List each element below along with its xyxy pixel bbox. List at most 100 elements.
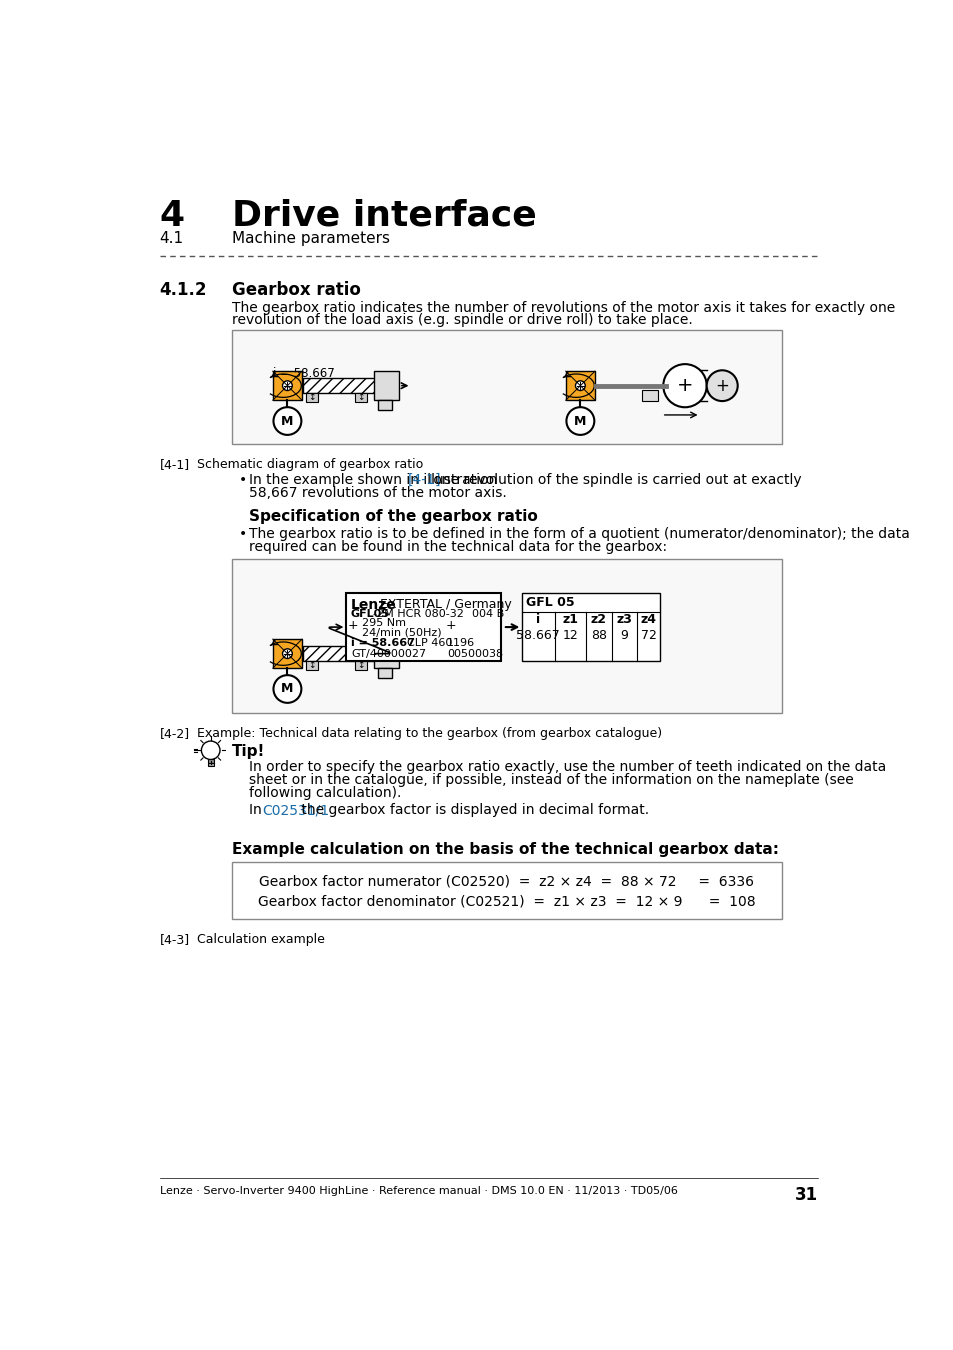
Text: 31: 31	[795, 1187, 818, 1204]
Text: +: +	[715, 377, 728, 394]
Circle shape	[575, 381, 584, 390]
Text: GFL05: GFL05	[351, 609, 390, 618]
Bar	[306, 393, 318, 402]
Text: CLP 460: CLP 460	[406, 637, 452, 648]
Bar	[346, 593, 500, 662]
Bar	[303, 378, 376, 393]
Text: 4: 4	[159, 198, 185, 234]
Circle shape	[282, 381, 292, 390]
Circle shape	[282, 649, 292, 659]
Text: 58,667 revolutions of the motor axis.: 58,667 revolutions of the motor axis.	[249, 486, 507, 500]
Bar	[355, 393, 367, 402]
Text: Machine parameters: Machine parameters	[232, 231, 389, 246]
Text: 00500038: 00500038	[447, 648, 502, 659]
Text: 58.667: 58.667	[516, 629, 559, 641]
Text: 4.1.2: 4.1.2	[159, 281, 207, 300]
Text: 9: 9	[620, 629, 628, 641]
Text: i: i	[536, 613, 539, 626]
Text: 4.1: 4.1	[159, 231, 184, 246]
Text: Calculation example: Calculation example	[196, 933, 324, 946]
Text: •: •	[239, 472, 248, 487]
Text: M: M	[281, 414, 294, 428]
Text: [4-1]: [4-1]	[159, 458, 190, 471]
Text: i = 58.667: i = 58.667	[274, 367, 335, 379]
Text: required can be found in the technical data for the gearbox:: required can be found in the technical d…	[249, 540, 667, 553]
Text: 24/min (50Hz): 24/min (50Hz)	[361, 628, 441, 637]
Text: 88: 88	[590, 629, 606, 641]
Bar	[232, 559, 781, 713]
Text: -2M HCR 080-32: -2M HCR 080-32	[373, 609, 463, 618]
Circle shape	[274, 675, 301, 703]
Bar	[273, 371, 302, 400]
Text: M: M	[574, 414, 586, 428]
Text: Tip!: Tip!	[232, 744, 265, 759]
Text: In order to specify the gearbox ratio exactly, use the number of teeth indicated: In order to specify the gearbox ratio ex…	[249, 760, 885, 774]
Bar	[565, 371, 595, 400]
Text: Drive interface: Drive interface	[232, 198, 536, 234]
Text: [4-2]: [4-2]	[159, 728, 190, 740]
Text: ↕: ↕	[357, 662, 364, 670]
Text: +: +	[347, 618, 357, 632]
Text: Example: Technical data relating to the gearbox (from gearbox catalogue): Example: Technical data relating to the …	[196, 728, 661, 740]
Text: Example calculation on the basis of the technical gearbox data:: Example calculation on the basis of the …	[232, 842, 778, 857]
Text: [4-3]: [4-3]	[159, 933, 190, 946]
Text: GFL 05: GFL 05	[525, 597, 574, 609]
Text: Lenze · Servo-Inverter 9400 HighLine · Reference manual · DMS 10.0 EN · 11/2013 : Lenze · Servo-Inverter 9400 HighLine · R…	[159, 1187, 677, 1196]
Bar	[208, 759, 213, 763]
Text: i = 58.667: i = 58.667	[351, 637, 415, 648]
Text: EXTERTAL / Germany: EXTERTAL / Germany	[380, 598, 512, 610]
Text: Lenze: Lenze	[351, 598, 396, 612]
Bar	[377, 401, 392, 410]
Text: 004 B: 004 B	[472, 609, 503, 618]
Bar	[521, 593, 659, 662]
Bar	[374, 371, 398, 401]
Text: z3: z3	[616, 613, 632, 626]
Text: Gearbox ratio: Gearbox ratio	[232, 281, 360, 300]
Text: •: •	[239, 526, 248, 541]
Bar	[232, 329, 781, 444]
Text: 295 Nm: 295 Nm	[361, 618, 405, 628]
Text: z2: z2	[590, 613, 606, 626]
Text: +: +	[676, 377, 693, 396]
Circle shape	[201, 741, 220, 760]
Bar	[303, 645, 376, 662]
Text: In: In	[249, 803, 266, 817]
Text: ↕: ↕	[308, 393, 315, 402]
Text: sheet or in the catalogue, if possible, instead of the information on the namepl: sheet or in the catalogue, if possible, …	[249, 772, 853, 787]
Text: GT/40000027: GT/40000027	[351, 648, 426, 659]
Bar	[306, 662, 318, 670]
Text: ↕: ↕	[357, 393, 364, 402]
Text: [4-1]: [4-1]	[407, 472, 441, 487]
Text: The gearbox ratio indicates the number of revolutions of the motor axis it takes: The gearbox ratio indicates the number o…	[232, 301, 894, 315]
Text: C02531/1: C02531/1	[262, 803, 329, 817]
Bar	[374, 639, 398, 668]
Text: revolution of the load axis (e.g. spindle or drive roll) to take place.: revolution of the load axis (e.g. spindl…	[232, 313, 692, 327]
Text: following calculation).: following calculation).	[249, 786, 401, 799]
Text: Specification of the gearbox ratio: Specification of the gearbox ratio	[249, 509, 537, 524]
Circle shape	[566, 408, 594, 435]
Bar	[208, 763, 213, 767]
Text: Schematic diagram of gearbox ratio: Schematic diagram of gearbox ratio	[196, 458, 422, 471]
Bar	[273, 639, 302, 668]
Circle shape	[662, 364, 706, 408]
Text: M: M	[281, 683, 294, 695]
Text: In the example shown in illustration: In the example shown in illustration	[249, 472, 501, 487]
Text: 12: 12	[562, 629, 578, 641]
Text: z4: z4	[639, 613, 656, 626]
Text: Gearbox factor denominator (C02521)  =  z1 × z3  =  12 × 9      =  108: Gearbox factor denominator (C02521) = z1…	[257, 894, 755, 909]
Circle shape	[274, 408, 301, 435]
Text: The gearbox ratio is to be defined in the form of a quotient (numerator/denomina: The gearbox ratio is to be defined in th…	[249, 526, 909, 541]
Bar	[377, 668, 392, 678]
Bar	[355, 662, 367, 670]
Text: 72: 72	[640, 629, 656, 641]
Circle shape	[706, 370, 737, 401]
Text: one revolution of the spindle is carried out at exactly: one revolution of the spindle is carried…	[429, 472, 801, 487]
Bar	[641, 390, 658, 401]
Text: 1196: 1196	[447, 637, 475, 648]
Bar	[232, 861, 781, 919]
Text: Gearbox factor numerator (C02520)  =  z2 × z4  =  88 × 72     =  6336: Gearbox factor numerator (C02520) = z2 ×…	[259, 875, 754, 888]
Text: +: +	[445, 618, 456, 632]
Text: z1: z1	[561, 613, 578, 626]
Text: ↕: ↕	[308, 662, 315, 670]
Text: the gearbox factor is displayed in decimal format.: the gearbox factor is displayed in decim…	[296, 803, 648, 817]
